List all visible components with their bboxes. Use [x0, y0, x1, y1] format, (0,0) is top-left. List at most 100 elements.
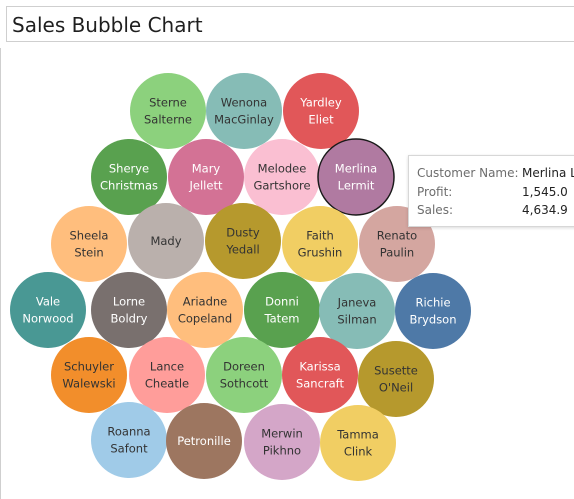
bubble-susette-o-neil[interactable]: Susette O'Neil — [358, 341, 434, 417]
bubble-label: Grushin — [298, 246, 343, 260]
bubble-circle[interactable] — [51, 206, 127, 282]
bubble-label: Norwood — [22, 312, 73, 326]
bubble-label: Eliet — [308, 113, 334, 127]
bubble-circle[interactable] — [358, 341, 434, 417]
bubble-circle[interactable] — [282, 206, 358, 282]
bubble-label: Yardley — [299, 96, 342, 110]
bubble-vale-norwood[interactable]: Vale Norwood — [10, 272, 86, 348]
bubble-label: Sheela — [70, 229, 109, 243]
bubble-label: Gartshore — [253, 179, 310, 193]
tooltip-sales-row: Sales: 4,634.9 — [417, 203, 453, 217]
bubble-label: Renato — [377, 229, 417, 243]
bubble-label: Pikhno — [263, 444, 301, 458]
bubble-wenona-macginlay[interactable]: Wenona MacGinlay — [206, 73, 282, 149]
bubble-label: Safont — [110, 442, 148, 456]
bubble-circle[interactable] — [395, 273, 471, 349]
bubble-label: Sherye — [109, 162, 149, 176]
bubble-circle[interactable] — [244, 272, 320, 348]
bubble-label: Schuyler — [64, 360, 114, 374]
bubble-dusty-yedall[interactable]: Dusty Yedall — [205, 203, 281, 279]
bubble-label: Mary — [192, 162, 221, 176]
bubble-sheela-stein[interactable]: Sheela Stein — [51, 206, 127, 282]
bubble-donni-tatem[interactable]: Donni Tatem — [244, 272, 320, 348]
bubble-circle[interactable] — [318, 139, 394, 215]
tooltip-customer-value: Merlina Lermit — [522, 166, 574, 180]
bubble-circle[interactable] — [91, 139, 167, 215]
bubble-lorne-boldry[interactable]: Lorne Boldry — [91, 272, 167, 348]
bubble-circle[interactable] — [320, 405, 396, 481]
bubble-label: Dusty — [226, 226, 260, 240]
bubble-label: Sancraft — [296, 377, 345, 391]
bubble-label: Karissa — [299, 360, 340, 374]
bubble-circle[interactable] — [206, 73, 282, 149]
bubble-label: Lance — [150, 360, 184, 374]
bubble-petronille[interactable]: Petronille — [166, 403, 242, 479]
tooltip-sales-label: Sales: — [417, 203, 453, 217]
bubble-circle[interactable] — [206, 337, 282, 413]
tooltip-customer-row: Customer Name: Merlina Lermit — [417, 166, 519, 180]
bubble-sterne-salterne[interactable]: Sterne Salterne — [130, 73, 206, 149]
bubble-circle[interactable] — [129, 337, 205, 413]
bubble-label: Tamma — [336, 428, 379, 442]
bubble-janeva-silman[interactable]: Janeva Silman — [319, 273, 395, 349]
bubble-roanna-safont[interactable]: Roanna Safont — [91, 402, 167, 478]
bubble-faith-grushin[interactable]: Faith Grushin — [282, 206, 358, 282]
bubble-circle[interactable] — [10, 272, 86, 348]
bubble-karissa-sancraft[interactable]: Karissa Sancraft — [282, 337, 358, 413]
bubble-circle[interactable] — [91, 272, 167, 348]
bubble-circle[interactable] — [130, 73, 206, 149]
bubble-circle[interactable] — [168, 139, 244, 215]
bubble-merlina-lermit[interactable]: Merlina Lermit — [318, 139, 394, 215]
bubble-circle[interactable] — [205, 203, 281, 279]
bubble-circle[interactable] — [167, 272, 243, 348]
bubble-label: Yedall — [225, 243, 259, 257]
bubble-ariadne-copeland[interactable]: Ariadne Copeland — [167, 272, 243, 348]
bubble-label: Vale — [36, 295, 60, 309]
bubble-doreen-sothcott[interactable]: Doreen Sothcott — [206, 337, 282, 413]
bubble-circle[interactable] — [244, 404, 320, 480]
bubble-tamma-clink[interactable]: Tamma Clink — [320, 405, 396, 481]
bubble-label: Richie — [415, 296, 450, 310]
bubble-label: Tatem — [264, 312, 300, 326]
bubble-label: Cheatle — [145, 377, 189, 391]
bubble-circle[interactable] — [319, 273, 395, 349]
bubble-merwin-pikhno[interactable]: Merwin Pikhno — [244, 404, 320, 480]
bubble-label: Salterne — [144, 113, 192, 127]
bubble-yardley-eliet[interactable]: Yardley Eliet — [283, 73, 359, 149]
bubble-label: Stein — [74, 246, 103, 260]
tooltip: Customer Name: Merlina Lermit Profit: 1,… — [408, 155, 574, 227]
bubble-mady[interactable]: Mady — [128, 203, 204, 279]
bubble-richie-brydson[interactable]: Richie Brydson — [395, 273, 471, 349]
bubble-label: Susette — [374, 364, 418, 378]
tooltip-sales-value: 4,634.9 — [522, 203, 568, 217]
bubble-lance-cheatle[interactable]: Lance Cheatle — [129, 337, 205, 413]
bubble-label: Faith — [306, 229, 334, 243]
bubble-label: Mady — [150, 234, 181, 248]
bubble-circle[interactable] — [283, 73, 359, 149]
bubble-label: Clink — [344, 445, 373, 459]
bubble-label: Sterne — [149, 96, 187, 110]
tooltip-customer-label: Customer Name: — [417, 166, 519, 180]
bubble-label: Lorne — [113, 295, 145, 309]
bubble-label: Christmas — [100, 179, 158, 193]
bubble-label: Boldry — [111, 312, 148, 326]
bubble-label: Roanna — [107, 425, 150, 439]
bubble-label: Donni — [265, 295, 299, 309]
bubble-schuyler-walewski[interactable]: Schuyler Walewski — [51, 337, 127, 413]
bubble-label: Doreen — [223, 360, 265, 374]
bubble-label: Merwin — [261, 427, 303, 441]
bubble-label: Copeland — [178, 312, 232, 326]
bubble-label: Walewski — [62, 377, 115, 391]
bubble-label: Merlina — [335, 162, 377, 176]
bubble-circle[interactable] — [91, 402, 167, 478]
bubble-circle[interactable] — [282, 337, 358, 413]
bubble-melodee-gartshore[interactable]: Melodee Gartshore — [244, 139, 320, 215]
bubble-circle[interactable] — [244, 139, 320, 215]
bubble-circle[interactable] — [51, 337, 127, 413]
bubble-sherye-christmas[interactable]: Sherye Christmas — [91, 139, 167, 215]
bubble-label: Petronille — [177, 434, 231, 448]
bubble-label: Melodee — [258, 162, 307, 176]
bubble-label: Brydson — [409, 313, 456, 327]
bubble-mary-jellett[interactable]: Mary Jellett — [168, 139, 244, 215]
tooltip-profit-value: 1,545.0 — [522, 185, 568, 199]
